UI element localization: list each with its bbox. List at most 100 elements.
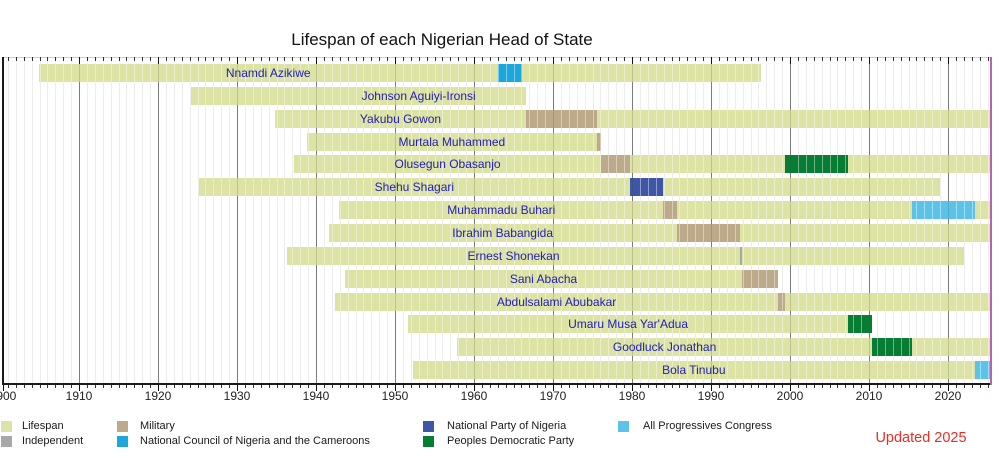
- gridline-year-overlay: [497, 57, 499, 384]
- gridline-year: [94, 57, 96, 384]
- gridline-year: [150, 57, 152, 384]
- top-tick: [505, 57, 507, 61]
- gridline-year-overlay: [197, 57, 199, 384]
- top-tick: [47, 57, 49, 61]
- gridline-year: [410, 57, 412, 384]
- top-tick: [165, 57, 167, 61]
- gridline-year: [23, 57, 25, 384]
- x-axis-tick-label: 1990: [697, 389, 725, 403]
- top-tick: [892, 57, 894, 61]
- gridline-year: [963, 57, 965, 384]
- bottom-tick: [347, 385, 349, 388]
- gridline-year-overlay: [805, 57, 807, 384]
- bottom-tick: [955, 385, 957, 388]
- term-segment-military: [663, 201, 677, 220]
- gridline-year-overlay: [861, 57, 863, 384]
- gridline-year-overlay: [592, 57, 594, 384]
- gridline-year-overlay: [450, 57, 452, 384]
- bottom-tick: [284, 385, 286, 388]
- top-tick: [647, 57, 649, 61]
- gridline-year-overlay: [821, 57, 823, 384]
- bottom-tick: [963, 385, 965, 388]
- gridline-year: [7, 57, 9, 384]
- bottom-tick: [537, 385, 539, 388]
- legend-label-lifespan: Lifespan: [22, 420, 64, 432]
- bottom-tick: [331, 385, 333, 388]
- gridline-year: [774, 57, 776, 384]
- gridline-year: [268, 57, 270, 384]
- head-of-state-name: Umaru Musa Yar'Adua: [568, 317, 688, 332]
- gridline-decade: [316, 57, 317, 384]
- bottom-tick: [221, 385, 223, 388]
- top-tick: [963, 57, 965, 61]
- top-tick: [948, 57, 949, 64]
- bottom-tick: [766, 385, 768, 388]
- bottom-tick: [900, 385, 902, 388]
- gridline-year-overlay: [442, 57, 444, 384]
- gridline-year-overlay: [584, 57, 586, 384]
- gridline-year: [750, 57, 752, 384]
- gridline-year-overlay: [284, 57, 286, 384]
- top-tick: [711, 57, 712, 64]
- gridline-year-overlay: [845, 57, 847, 384]
- head-of-state-name: Yakubu Gowon: [359, 111, 442, 126]
- bottom-tick: [252, 385, 254, 388]
- legend-swatch-ncnc: [117, 436, 128, 447]
- gridline-year-overlay: [987, 57, 989, 384]
- top-tick: [434, 57, 436, 61]
- gridline-year: [505, 57, 507, 384]
- gridline-year: [892, 57, 894, 384]
- bottom-tick: [237, 385, 238, 391]
- head-of-state-name: Johnson Aguiyi-Ironsi: [361, 88, 476, 103]
- gridline-year: [189, 57, 191, 384]
- top-tick: [323, 57, 325, 61]
- top-tick: [624, 57, 626, 61]
- bottom-tick: [797, 385, 799, 388]
- gridline-year: [489, 57, 491, 384]
- chart-title: Lifespan of each Nigerian Head of State: [291, 30, 593, 49]
- gridline-year-overlay: [47, 57, 49, 384]
- gridline-year-overlay: [774, 57, 776, 384]
- gridline-decade-overlay: [948, 57, 949, 384]
- gridline-year: [695, 57, 697, 384]
- top-tick: [758, 57, 760, 61]
- gridline-year-overlay: [173, 57, 175, 384]
- gridline-year: [331, 57, 333, 384]
- top-tick: [31, 57, 33, 61]
- top-tick: [639, 57, 641, 61]
- x-axis-tick-label: 1980: [618, 389, 646, 403]
- gridline-year-overlay: [481, 57, 483, 384]
- lifespan-bar: [38, 64, 762, 82]
- gridline-year-overlay: [276, 57, 278, 384]
- top-tick: [213, 57, 215, 61]
- top-tick: [671, 57, 673, 61]
- top-tick: [142, 57, 144, 61]
- bottom-tick: [339, 385, 341, 388]
- bottom-tick: [592, 385, 594, 388]
- bottom-tick: [268, 385, 270, 388]
- bottom-tick: [205, 385, 207, 388]
- bottom-tick: [134, 385, 136, 388]
- top-tick: [545, 57, 547, 61]
- bottom-tick: [782, 385, 784, 388]
- term-segment-military: [601, 155, 630, 174]
- gridline-year: [426, 57, 428, 384]
- gridline-year: [347, 57, 349, 384]
- lifespan-bar: [412, 361, 991, 380]
- gridline-year: [308, 57, 310, 384]
- gridline-year-overlay: [813, 57, 815, 384]
- gridline-year-overlay: [537, 57, 539, 384]
- gridline-year: [568, 57, 570, 384]
- gridline-year: [197, 57, 199, 384]
- top-tick: [474, 57, 475, 64]
- top-tick: [632, 57, 633, 64]
- bottom-tick: [426, 385, 428, 388]
- bottom-tick: [663, 385, 665, 388]
- top-tick: [379, 57, 381, 61]
- x-axis-tick-label: 2020: [934, 389, 962, 403]
- gridline-year: [861, 57, 863, 384]
- gridline-year: [86, 57, 88, 384]
- gridline-year-overlay: [663, 57, 665, 384]
- bottom-tick: [853, 385, 855, 388]
